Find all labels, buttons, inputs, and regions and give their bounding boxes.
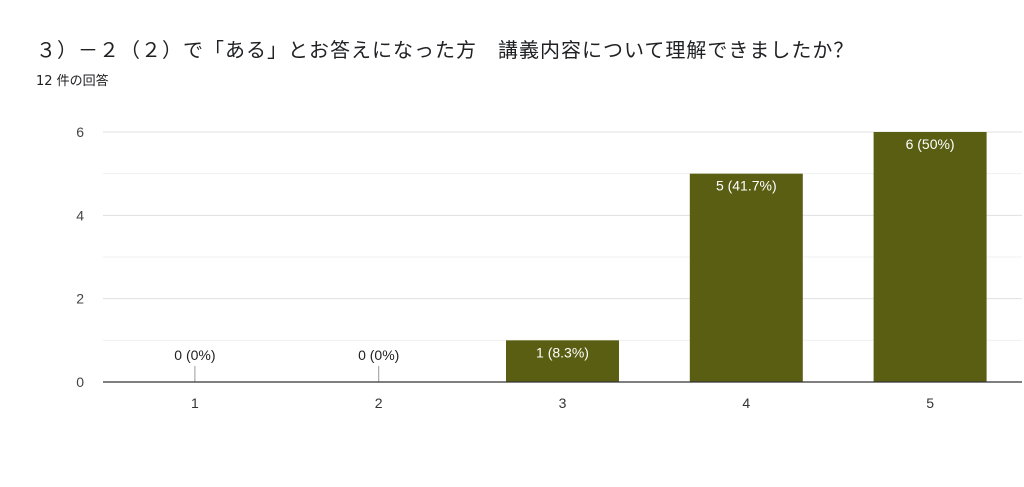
data-label: 1 (8.3%) xyxy=(536,344,589,360)
x-tick-label: 5 xyxy=(926,395,934,411)
bar xyxy=(873,132,987,382)
bars xyxy=(194,132,987,382)
x-tick-label: 4 xyxy=(742,395,750,411)
data-label: 5 (41.7%) xyxy=(716,178,777,194)
bar xyxy=(506,340,619,382)
data-label: 0 (0%) xyxy=(174,347,215,363)
x-tick-label: 1 xyxy=(191,395,199,411)
x-tick-label: 2 xyxy=(375,395,383,411)
y-tick-label: 6 xyxy=(76,124,84,140)
bar xyxy=(689,173,803,382)
data-labels: 0 (0%) 0 (0%) 1 (8.3%) 5 (41.7%) 6 (50%) xyxy=(174,136,954,363)
data-label: 0 (0%) xyxy=(358,347,399,363)
question-title: ３）－２（２）で「ある」とお答えになった方 講義内容について理解できましたか？ xyxy=(36,38,855,62)
y-tick-label: 2 xyxy=(76,291,84,307)
y-tick-label: 0 xyxy=(76,374,84,390)
response-count: 12 件の回答 xyxy=(36,74,109,89)
y-axis-ticks: 0 2 4 6 xyxy=(76,124,84,390)
x-tick-label: 3 xyxy=(559,395,567,411)
data-label: 6 (50%) xyxy=(906,136,955,152)
y-tick-label: 4 xyxy=(76,207,84,223)
x-axis-ticks: 1 2 3 4 5 xyxy=(191,395,934,411)
